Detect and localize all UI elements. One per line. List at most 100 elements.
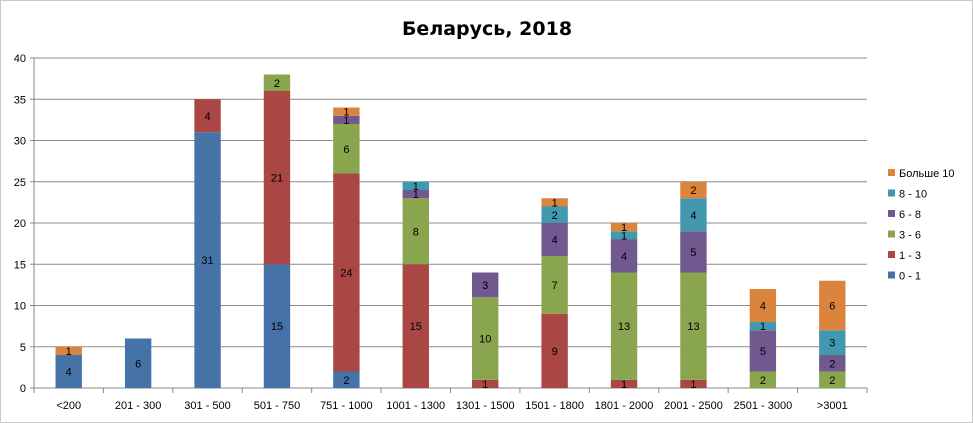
data-label: 1 [760,321,766,333]
gridlines [34,57,867,389]
data-label: 15 [271,321,283,333]
legend-swatch [888,210,895,217]
legend: Больше 10 8 - 10 6 - 8 3 - 6 1 - 3 0 - 1 [888,168,954,283]
data-label: 2 [552,210,558,222]
x-tick-label: 1801 - 2000 [595,400,654,412]
data-label: 6 [829,301,835,313]
y-axis: 0 5 10 15 20 25 30 35 40 [14,53,35,395]
bar-segment [333,124,360,174]
data-label: 4 [204,111,210,123]
data-label: 6 [135,358,141,370]
data-label: 1 [621,230,627,242]
bar-segment [541,223,568,256]
bars: 4163141521222461115811110397421113411113… [55,74,846,391]
bar-segment [472,379,499,388]
legend-label: 0 - 1 [899,271,921,283]
bar-segment [541,206,568,223]
x-tick-label: 1301 - 1500 [456,400,515,412]
bar-segment [55,346,82,355]
data-label: 1 [552,197,558,209]
data-label: 1 [66,346,72,358]
bar-segment [819,371,846,388]
chart-title: Беларусь, 2018 [402,18,572,40]
y-tick-label-25: 25 [14,177,26,189]
x-tick-label: 1501 - 1800 [525,400,584,412]
y-tick-label-20: 20 [14,218,26,230]
bar-segment [819,355,846,372]
bar-segment [124,338,152,388]
legend-swatch [888,271,895,279]
bar-segment [610,223,638,232]
data-label: 31 [201,255,213,267]
bar-segment [55,355,82,388]
bar-segment [610,272,638,380]
data-label: 8 [413,226,419,238]
x-tick-label: 1001 - 1300 [386,400,445,412]
bar-segment [263,264,291,388]
legend-label: 6 - 8 [899,209,921,221]
y-tick-label-0: 0 [20,383,26,395]
data-label: 5 [760,346,766,358]
bar-segment [541,256,568,314]
y-tick-label-10: 10 [14,301,26,313]
bar-segment [402,264,429,388]
data-label: 9 [552,346,558,358]
bar-segment [333,115,360,124]
data-label: 2 [829,358,835,370]
data-label: 1 [621,379,627,391]
data-label: 7 [552,280,558,292]
bar-segment [680,181,707,199]
bar-segment [610,379,638,388]
bar-segment [263,74,291,91]
bar-segment [333,371,360,388]
data-label: 4 [621,251,627,263]
bar-segment [472,297,499,380]
legend-swatch [888,230,895,238]
bar-segment [402,198,429,265]
data-label: 2 [829,375,835,387]
legend-label: 8 - 10 [899,189,927,201]
data-label: 4 [552,235,558,247]
bar-segment [541,198,568,207]
data-label: 15 [410,321,422,333]
y-tick-label-5: 5 [20,342,26,354]
bar-segment [472,272,499,298]
data-label: 13 [618,321,630,333]
x-tick-label: 751 - 1000 [320,400,373,412]
bar-segment [749,330,777,372]
bar-segment [333,107,360,116]
data-label: 1 [343,107,349,119]
bar-segment [610,231,638,240]
x-axis: <200 201 - 300 301 - 500 501 - 750 751 - 100… [33,388,868,412]
data-label: 1 [413,181,419,193]
legend-label: 1 - 3 [899,250,921,262]
bar-segment [749,289,777,322]
x-tick-label: 2501 - 3000 [734,400,793,412]
legend-label: Больше 10 [899,168,954,180]
data-label: 1 [690,379,696,391]
data-label: 13 [687,321,699,333]
bar-segment [749,371,777,388]
y-tick-label-30: 30 [14,136,26,148]
bar-segment [610,239,638,273]
data-label: 2 [274,78,280,90]
legend-swatch [888,189,895,197]
bar-segment [680,231,707,273]
x-tick-label: >3001 [817,400,848,412]
data-label: 1 [413,189,419,201]
x-tick-label: 501 - 750 [254,400,300,412]
data-label: 1 [621,222,627,234]
data-label: 4 [66,367,72,379]
bar-segment [402,181,429,190]
bar-segment [541,313,568,388]
bar-segment [680,379,707,388]
y-tick-label-35: 35 [14,94,26,106]
bar-segment [333,173,360,372]
data-label: 2 [760,375,766,387]
data-label: 2 [690,185,696,197]
bar-segment [194,132,221,388]
bar-segment [749,322,777,331]
data-label: 10 [479,334,491,346]
